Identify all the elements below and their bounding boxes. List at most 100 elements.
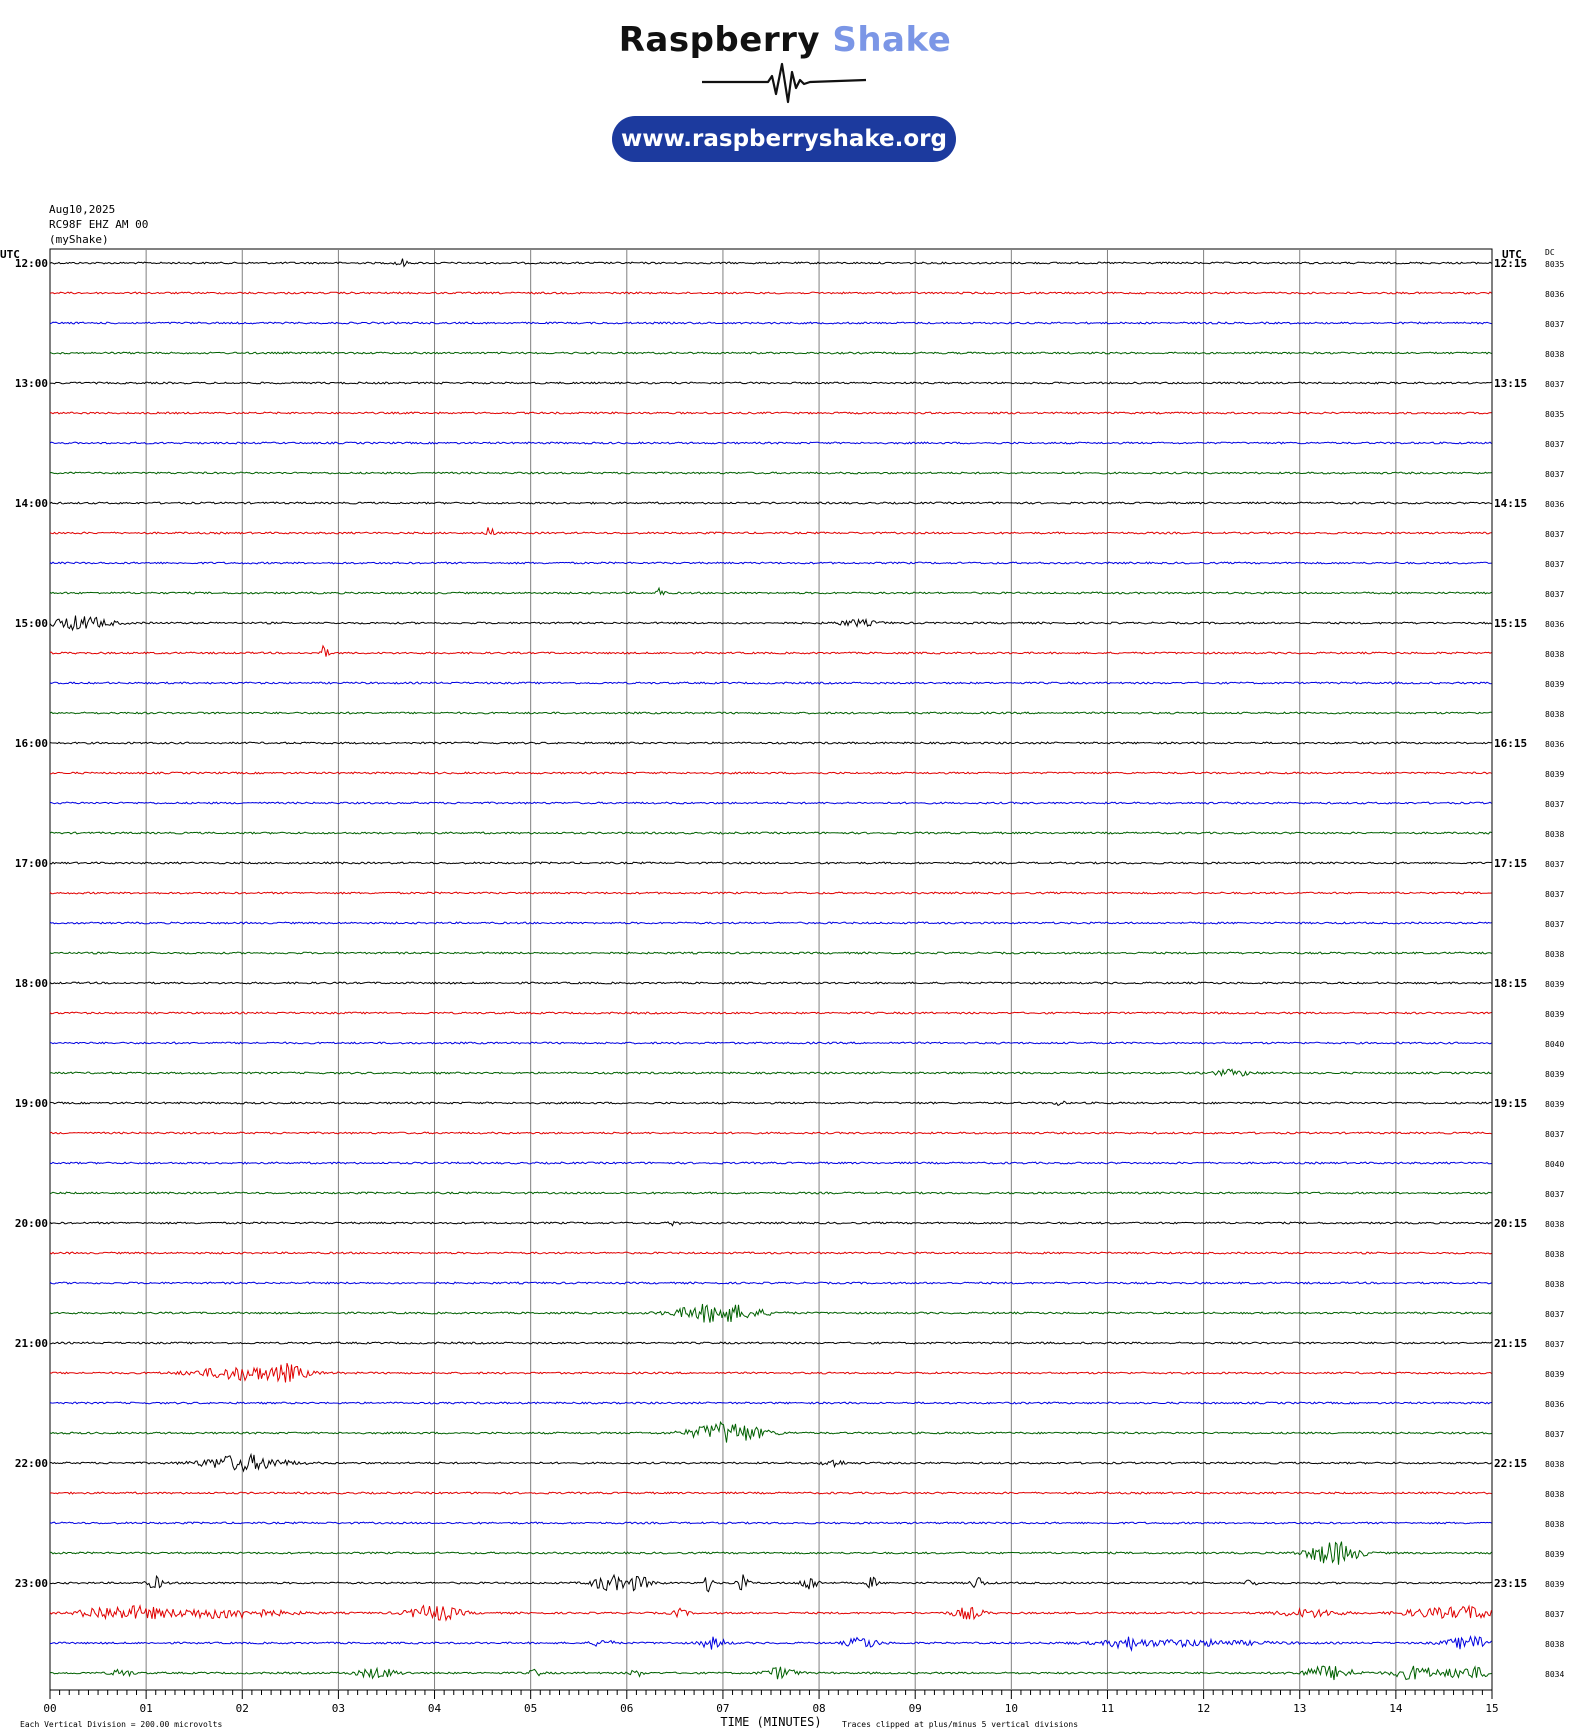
dc-value: 8037 [1545, 1190, 1564, 1199]
station-code: RC98F EHZ AM 00 [49, 218, 149, 231]
seismic-trace [49, 711, 1492, 715]
seismic-trace [49, 644, 1492, 657]
dc-value: 8037 [1545, 560, 1564, 569]
seismic-trace [49, 351, 1492, 355]
dc-value: 8035 [1545, 260, 1564, 269]
dc-value: 8038 [1545, 1490, 1564, 1499]
seismic-trace [49, 1281, 1492, 1285]
dc-value: 8040 [1545, 1040, 1564, 1049]
x-tick-label: 00 [43, 1702, 56, 1715]
x-tick-label: 11 [1101, 1702, 1114, 1715]
x-tick-label: 01 [140, 1702, 153, 1715]
dc-value: 8039 [1545, 1010, 1564, 1019]
dc-value: 8037 [1545, 1610, 1564, 1619]
hour-label-left: 18:00 [15, 977, 48, 990]
seismic-trace [49, 1521, 1492, 1525]
dc-value: 8036 [1545, 290, 1564, 299]
dc-value: 8037 [1545, 440, 1564, 449]
seismic-trace [49, 1604, 1492, 1622]
dc-value: 8038 [1545, 1520, 1564, 1529]
dc-value: 8037 [1545, 1130, 1564, 1139]
dc-value: 8039 [1545, 1370, 1564, 1379]
logo-title: Raspberry Shake [0, 20, 1570, 60]
seismic-trace [49, 1341, 1492, 1345]
dc-value: 8038 [1545, 1220, 1564, 1229]
seismic-trace [49, 921, 1492, 925]
hour-label-right: 18:15 [1494, 977, 1527, 990]
seismic-trace [49, 1303, 1492, 1323]
dc-value: 8039 [1545, 1550, 1564, 1559]
x-tick-label: 09 [909, 1702, 922, 1715]
x-tick-label: 02 [236, 1702, 249, 1715]
dc-value: 8037 [1545, 470, 1564, 479]
x-tick-label: 13 [1293, 1702, 1306, 1715]
seismic-trace [49, 1100, 1492, 1107]
dc-value: 8036 [1545, 1400, 1564, 1409]
website-url-link[interactable]: www.raspberryshake.org [612, 116, 956, 162]
seismic-trace [49, 1011, 1492, 1015]
dc-value: 8037 [1545, 1340, 1564, 1349]
x-tick-label: 10 [1005, 1702, 1018, 1715]
seismic-trace [49, 1362, 1492, 1383]
seismic-wave-icon [702, 62, 867, 104]
seismic-trace [49, 951, 1492, 955]
seismic-trace [49, 321, 1492, 325]
hour-label-left: 17:00 [15, 857, 48, 870]
dc-value: 8040 [1545, 1160, 1564, 1169]
seismic-trace [50, 1635, 1492, 1653]
seismic-trace [49, 801, 1492, 805]
hour-label-right: 13:15 [1494, 377, 1527, 390]
dc-value: 8037 [1545, 530, 1564, 539]
x-tick-label: 07 [716, 1702, 729, 1715]
dc-value: 8038 [1545, 1250, 1564, 1259]
dc-value: 8037 [1545, 800, 1564, 809]
x-tick-label: 03 [332, 1702, 345, 1715]
dc-value: 8037 [1545, 920, 1564, 929]
hour-label-left: 14:00 [15, 497, 48, 510]
seismic-trace [49, 1541, 1492, 1565]
seismic-trace [49, 1401, 1492, 1405]
dc-value: 8038 [1545, 710, 1564, 719]
seismic-trace [49, 527, 1492, 536]
dc-value: 8035 [1545, 410, 1564, 419]
seismic-trace [49, 741, 1492, 745]
hour-label-right: 19:15 [1494, 1097, 1527, 1110]
hour-label-left: 15:00 [15, 617, 48, 630]
seismic-trace [49, 561, 1492, 565]
dc-value: 8039 [1545, 1100, 1564, 1109]
seismic-trace [49, 381, 1492, 385]
utc-header-left: UTC [0, 248, 20, 261]
dc-header: DC [1545, 248, 1555, 257]
hour-label-left: 12:00 [15, 257, 48, 270]
x-tick-label: 08 [812, 1702, 825, 1715]
seismic-trace [49, 471, 1492, 475]
logo-word-raspberry: Raspberry [618, 20, 821, 60]
network-name: (myShake) [49, 233, 109, 246]
hour-label-right: 14:15 [1494, 497, 1527, 510]
plot-frame [49, 248, 1493, 1691]
dc-value: 8039 [1545, 1070, 1564, 1079]
dc-value: 8038 [1545, 1640, 1564, 1649]
hour-label-left: 22:00 [15, 1457, 48, 1470]
dc-value: 8037 [1545, 1430, 1564, 1439]
hour-label-right: 15:15 [1494, 617, 1527, 630]
hour-label-right: 23:15 [1494, 1577, 1527, 1590]
seismic-trace [49, 586, 1492, 596]
dc-value: 8036 [1545, 740, 1564, 749]
dc-value: 8037 [1545, 860, 1564, 869]
seismic-trace [49, 1220, 1492, 1227]
x-tick-label: 14 [1389, 1702, 1403, 1715]
hour-label-left: 13:00 [15, 377, 48, 390]
dc-value: 8037 [1545, 320, 1564, 329]
x-axis-title: TIME (MINUTES) [720, 1715, 821, 1729]
seismic-trace [49, 1491, 1492, 1495]
dc-value: 8038 [1545, 1280, 1564, 1289]
seismic-trace [49, 1573, 1492, 1593]
utc-header-right: UTC [1502, 248, 1522, 261]
hour-label-right: 12:15 [1494, 257, 1527, 270]
seismic-trace [49, 1161, 1492, 1165]
dc-value: 8038 [1545, 1460, 1564, 1469]
seismic-trace [49, 1420, 1492, 1443]
dc-value: 8038 [1545, 650, 1564, 659]
